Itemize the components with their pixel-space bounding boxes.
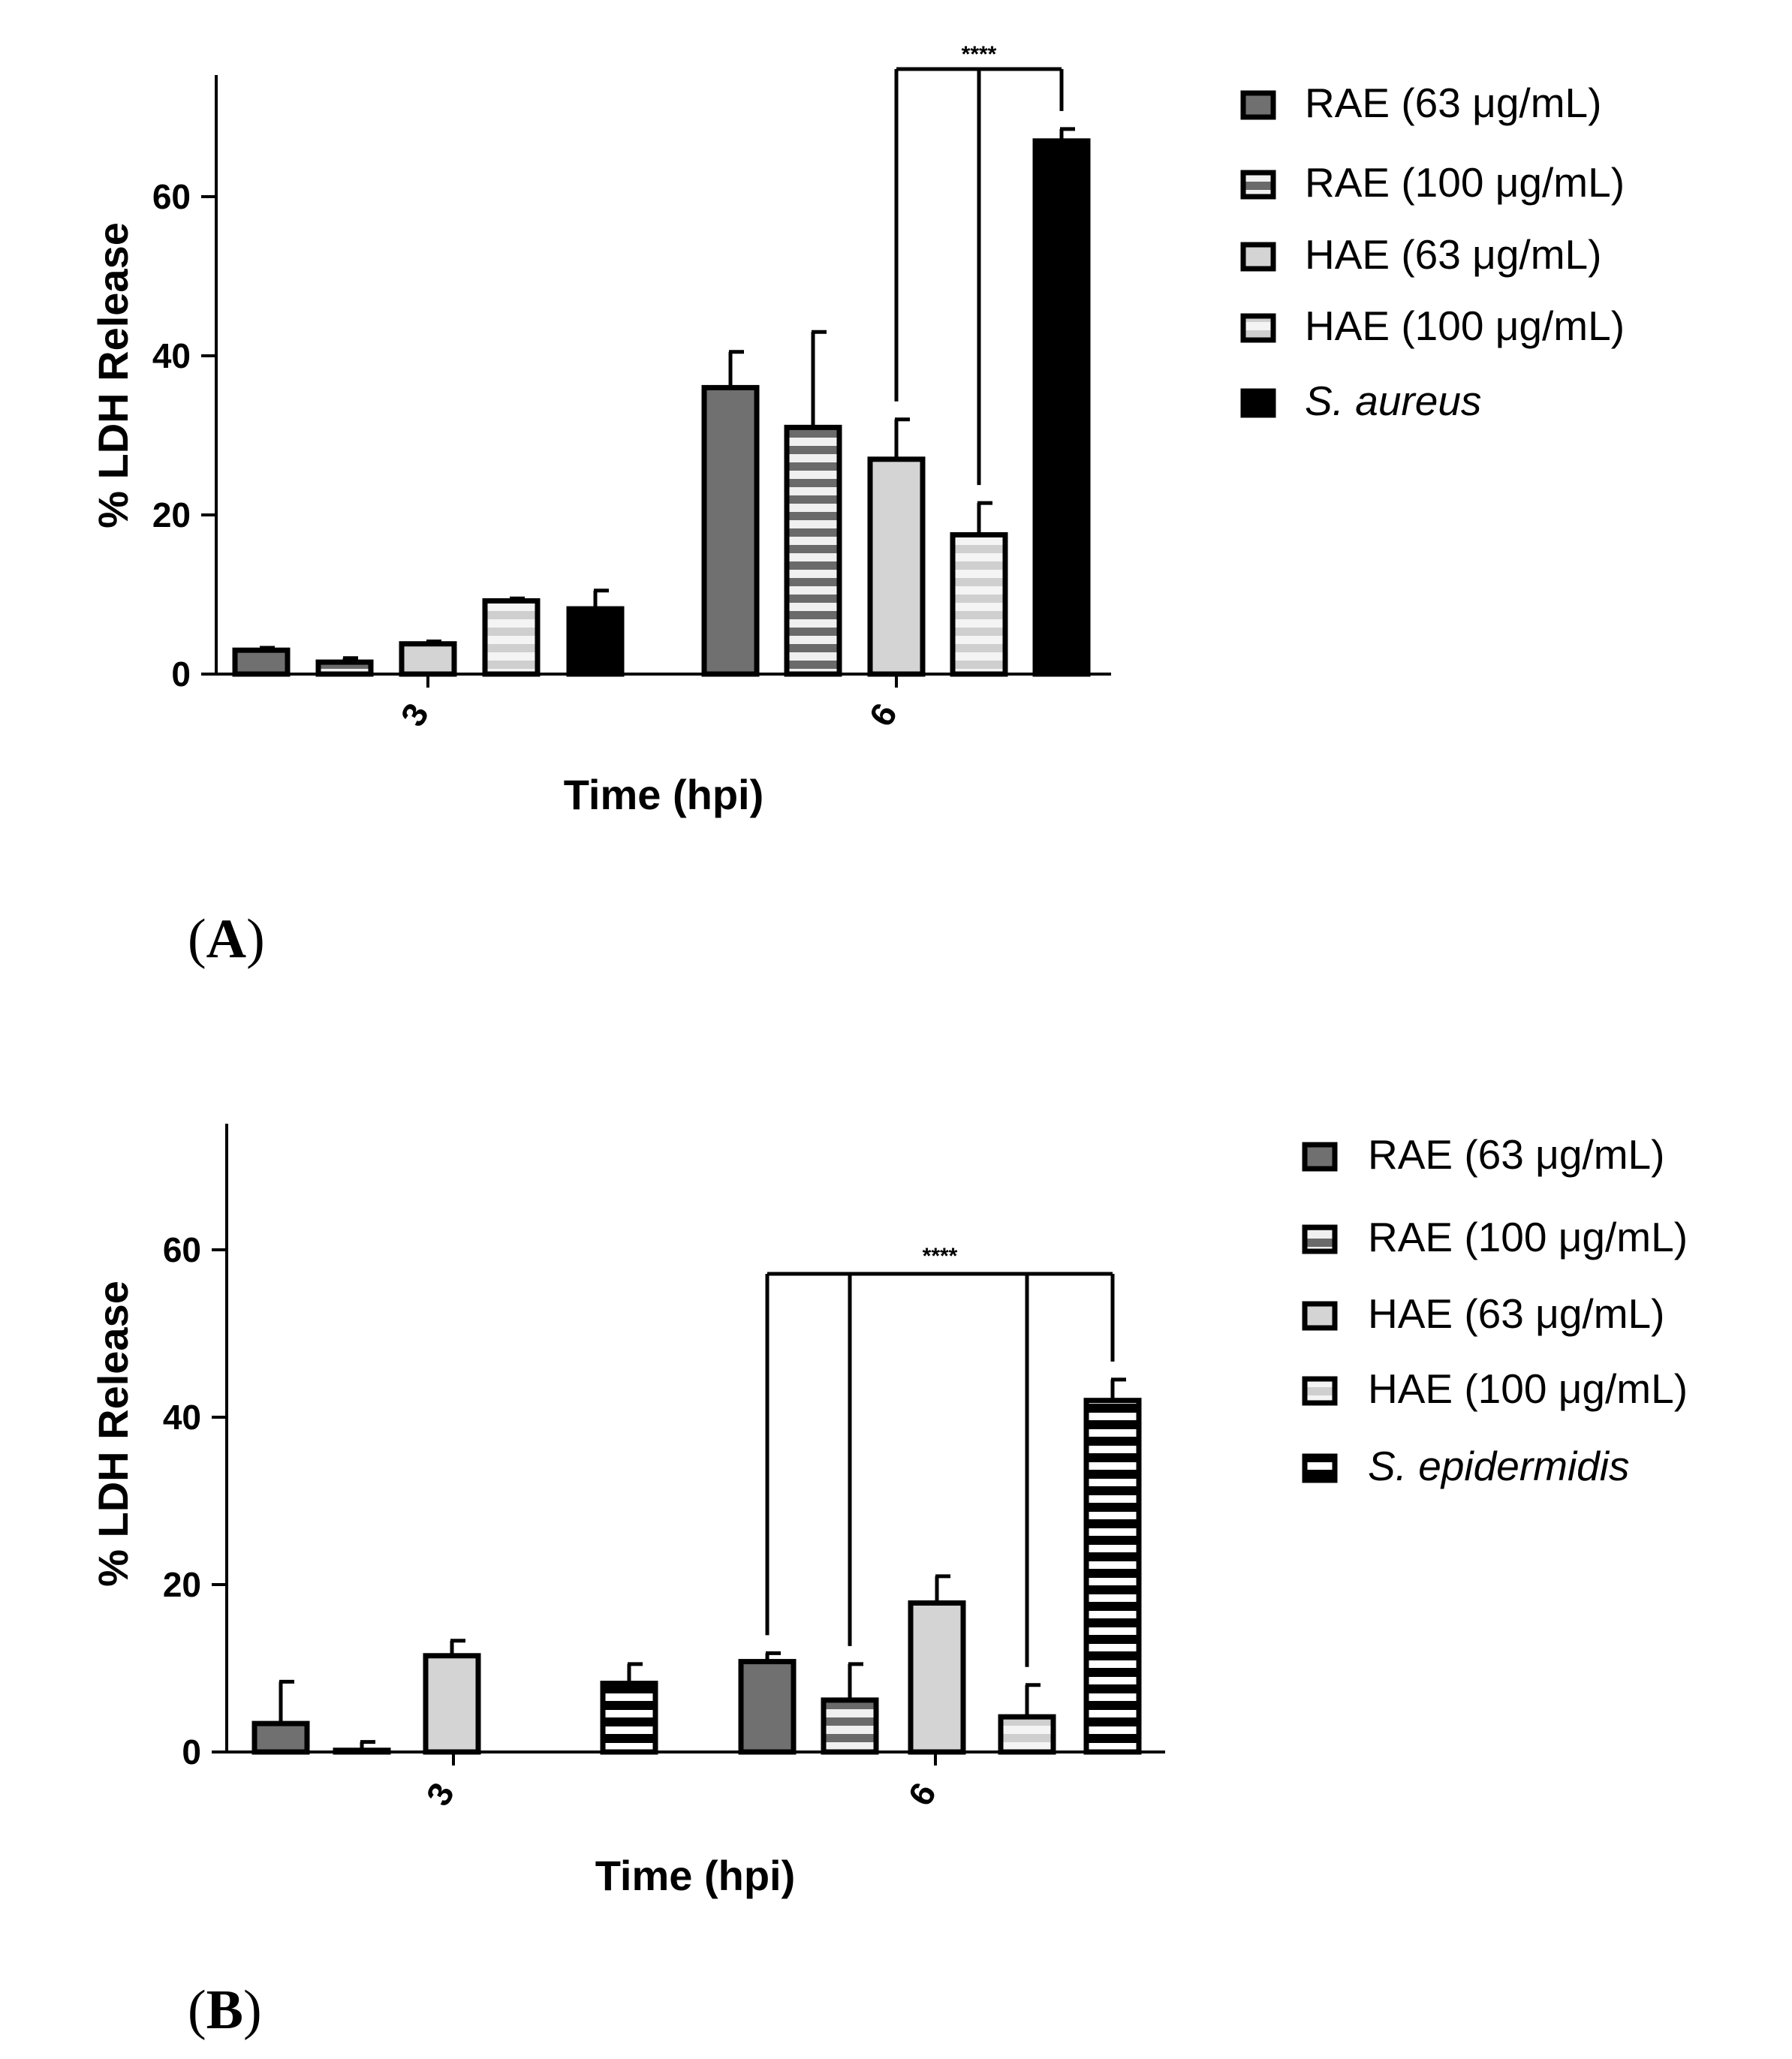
- error-bar: [1059, 127, 1075, 141]
- y-axis-title-a: % LDH Release: [89, 222, 137, 528]
- y-tick-label: 20: [152, 495, 191, 534]
- bar: [566, 606, 625, 677]
- legend-swatch: [1240, 313, 1276, 343]
- y-tick-label: 40: [152, 336, 191, 375]
- error-bar: [848, 1662, 863, 1700]
- error-bar: [342, 656, 358, 663]
- legend-label: HAE (63 μg/mL): [1368, 1290, 1664, 1337]
- error-bar: [811, 330, 827, 428]
- error-bar: [279, 1679, 294, 1724]
- legend-swatch: [1240, 170, 1276, 200]
- bar: [784, 424, 842, 677]
- legend-swatch: [1240, 242, 1276, 272]
- significance-a: ****: [894, 42, 1064, 486]
- error-bar: [894, 417, 910, 459]
- x-tick-label: 6: [900, 1776, 944, 1812]
- legend-swatch: [1302, 1224, 1338, 1254]
- y-ticks-b: 0 20 40 60: [163, 1230, 227, 1772]
- y-tick-label: 40: [163, 1398, 201, 1437]
- y-axis-title-b: % LDH Release: [89, 1281, 137, 1587]
- bar: [399, 641, 457, 677]
- legend-swatch: [1240, 388, 1276, 418]
- legend-swatch: [1302, 1301, 1338, 1331]
- y-ticks-a: 0 20 40 60: [152, 177, 216, 694]
- bars-b: [251, 1398, 1142, 1755]
- legend-label: S. aureus: [1305, 378, 1481, 424]
- bar: [1083, 1398, 1142, 1755]
- legend-label: HAE (63 μg/mL): [1305, 231, 1601, 278]
- legend-label: RAE (63 μg/mL): [1305, 80, 1601, 126]
- legend-swatch: [1302, 1453, 1338, 1483]
- error-bars-b: [279, 1377, 1126, 1750]
- error-bar: [977, 501, 992, 535]
- error-bar: [509, 596, 525, 601]
- bar: [1032, 138, 1091, 677]
- y-tick-label: 60: [163, 1230, 201, 1269]
- bar: [423, 1653, 481, 1755]
- bar: [251, 1720, 310, 1755]
- legend-label: RAE (100 μg/mL): [1368, 1214, 1688, 1260]
- x-axis-title-a: Time (hpi): [564, 771, 764, 818]
- x-axis-title-b: Time (hpi): [595, 1852, 796, 1899]
- error-bar: [450, 1639, 465, 1656]
- error-bar: [593, 589, 609, 610]
- bar: [600, 1681, 658, 1755]
- significance-b: ****: [765, 1244, 1115, 1667]
- legend-label: HAE (100 μg/mL): [1305, 303, 1625, 349]
- legend-label: S. epidermidis: [1368, 1443, 1629, 1489]
- bar: [315, 659, 374, 677]
- error-bar: [259, 646, 275, 651]
- significance-label: ****: [923, 1244, 958, 1269]
- error-bars-a: [259, 127, 1075, 663]
- error-bar: [935, 1574, 950, 1603]
- bar: [701, 384, 760, 677]
- bar: [821, 1697, 879, 1755]
- x-tick-label: 3: [418, 1776, 462, 1812]
- error-bar: [1110, 1377, 1126, 1401]
- error-bar: [765, 1651, 781, 1662]
- bar: [738, 1659, 797, 1755]
- y-tick-label: 0: [182, 1732, 201, 1772]
- error-bar: [426, 640, 441, 644]
- legend-label: RAE (100 μg/mL): [1305, 159, 1625, 206]
- legend-swatch: [1240, 90, 1276, 120]
- legend-b: RAE (63 μg/mL) RAE (100 μg/mL) HAE (63 μg/…: [1302, 1131, 1688, 1489]
- y-tick-label: 60: [152, 177, 191, 216]
- x-tick-label: 3: [393, 697, 436, 733]
- bar: [867, 456, 926, 677]
- y-tick-label: 0: [171, 655, 191, 694]
- bar: [950, 532, 1008, 677]
- bar: [482, 598, 541, 677]
- legend-label: RAE (63 μg/mL): [1368, 1131, 1664, 1178]
- bar: [232, 647, 291, 677]
- error-bar: [1025, 1683, 1041, 1717]
- error-bar: [360, 1740, 375, 1750]
- legend-label: HAE (100 μg/mL): [1368, 1365, 1688, 1412]
- bar: [908, 1600, 966, 1755]
- legend-a: RAE (63 μg/mL) RAE (100 μg/mL) HAE (63 μg/…: [1240, 80, 1625, 424]
- bar: [998, 1714, 1056, 1755]
- error-bar: [728, 350, 744, 388]
- error-bar: [627, 1662, 643, 1684]
- panel-label-a: (A): [188, 908, 265, 970]
- panel-label-b: (B): [188, 1979, 262, 2041]
- x-tick-label: 6: [861, 697, 905, 733]
- legend-swatch: [1302, 1376, 1338, 1406]
- legend-swatch: [1302, 1142, 1338, 1172]
- bars-a: [232, 138, 1091, 677]
- bar: [333, 1747, 391, 1755]
- y-tick-label: 20: [163, 1565, 201, 1604]
- significance-label: ****: [962, 42, 997, 67]
